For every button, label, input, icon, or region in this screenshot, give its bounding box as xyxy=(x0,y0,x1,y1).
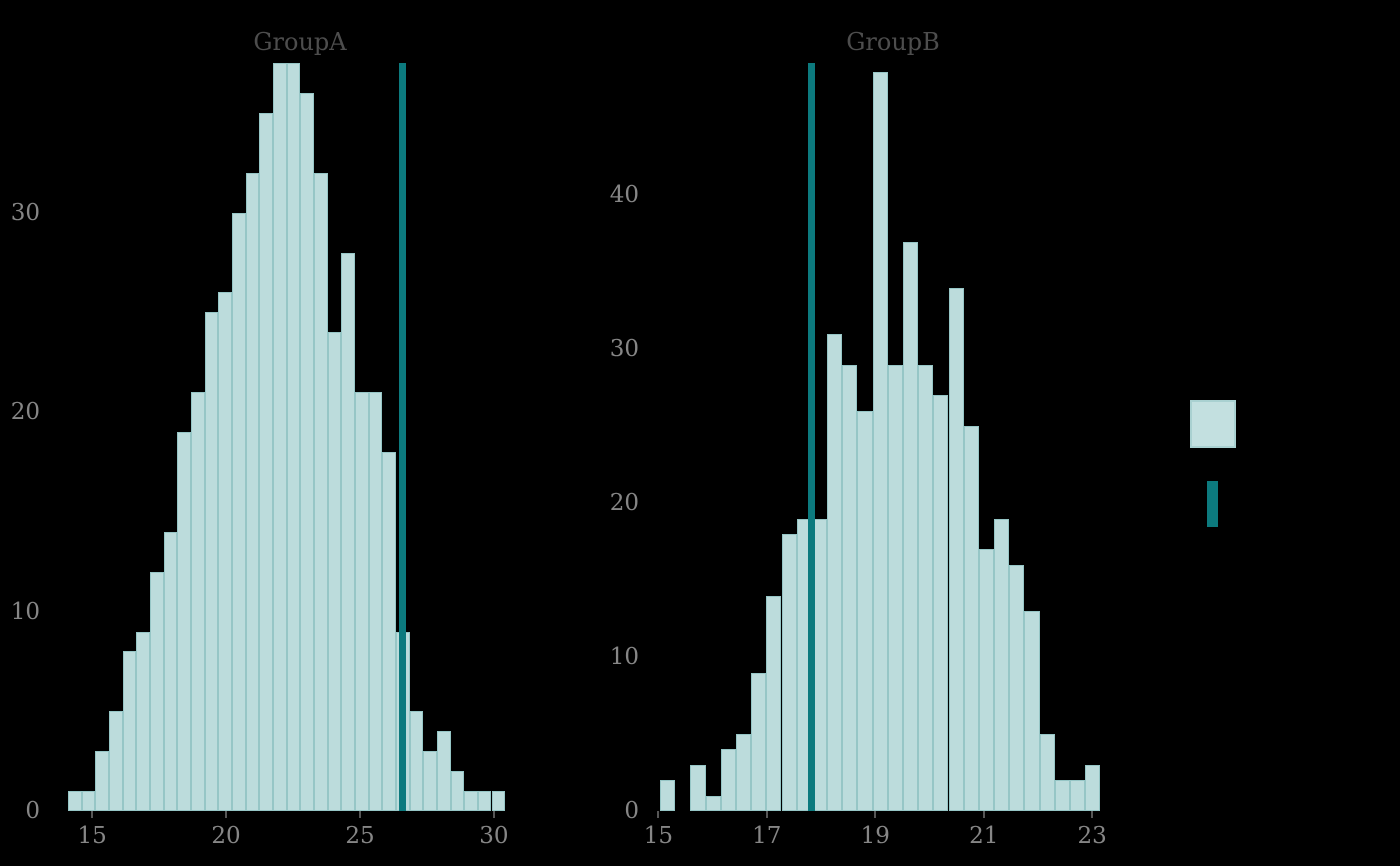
histogram-bar xyxy=(190,392,205,811)
histogram-bar xyxy=(354,392,369,811)
histogram-bar xyxy=(491,791,506,811)
x-axis-tick xyxy=(91,811,94,818)
x-axis-tick xyxy=(1091,811,1094,818)
histogram-bar xyxy=(766,595,782,811)
histogram-bar xyxy=(978,549,995,811)
histogram-bar xyxy=(477,791,492,811)
histogram-bar xyxy=(1085,764,1101,811)
histogram-bar xyxy=(95,751,109,811)
histogram-bar xyxy=(1039,734,1055,811)
histogram-bar xyxy=(109,711,123,811)
histogram-bar xyxy=(1054,780,1070,811)
histogram-bar xyxy=(300,92,314,811)
histogram-bar xyxy=(122,651,137,811)
histogram-bar xyxy=(963,426,979,811)
panel-a-title: GroupA xyxy=(253,28,347,56)
x-axis-tick-label: 19 xyxy=(860,823,890,849)
x-axis-tick xyxy=(359,811,361,818)
histogram-bar xyxy=(1024,610,1040,811)
x-axis-tick-label: 20 xyxy=(211,823,241,849)
histogram-bar xyxy=(436,731,451,811)
x-axis-tick xyxy=(225,811,227,818)
histogram-bar xyxy=(149,571,164,811)
histogram-bar xyxy=(136,631,150,811)
y-axis-tick-label: 30 xyxy=(10,199,40,226)
x-axis-tick xyxy=(982,811,985,818)
y-axis-tick-label: 0 xyxy=(624,798,639,824)
histogram-bar xyxy=(827,333,843,811)
histogram-bar xyxy=(68,791,82,811)
histogram-bar xyxy=(751,672,767,811)
observed-value-line xyxy=(399,63,407,811)
y-axis-tick-label: 10 xyxy=(609,644,639,671)
x-axis-tick-label: 21 xyxy=(969,823,999,849)
y-axis-tick-label: 10 xyxy=(10,598,40,625)
histogram-bar xyxy=(313,172,328,811)
y-axis-tick-label: 30 xyxy=(609,336,639,363)
histogram-bar xyxy=(948,287,964,811)
histogram-bar xyxy=(690,764,706,811)
observed-value-line xyxy=(808,63,816,811)
histogram-bar xyxy=(842,364,858,811)
histogram-bar xyxy=(368,392,383,811)
histogram-bar xyxy=(204,312,219,811)
histogram-bar xyxy=(903,241,919,811)
histogram-bar xyxy=(994,518,1010,811)
histogram-bar xyxy=(341,252,355,811)
histogram-bar xyxy=(705,795,721,811)
histogram-bar xyxy=(1070,780,1086,811)
histogram-bar xyxy=(918,364,934,811)
histogram-bar xyxy=(327,332,342,811)
histogram-bar xyxy=(887,364,903,811)
histogram-bar xyxy=(382,452,396,811)
histogram-bar xyxy=(857,410,873,811)
histogram-bar xyxy=(1009,564,1025,811)
histogram-bar xyxy=(423,751,437,811)
histogram-bar xyxy=(933,395,949,811)
y-axis-tick-label: 0 xyxy=(25,798,40,824)
histogram-bar xyxy=(660,780,676,811)
histogram-bar xyxy=(259,112,273,811)
histogram-bar xyxy=(177,432,191,811)
x-axis-tick-label: 25 xyxy=(345,823,375,849)
histogram-bar xyxy=(720,749,736,811)
histogram-bar xyxy=(218,292,232,811)
x-axis-tick-label: 15 xyxy=(643,823,674,849)
x-axis-tick-label: 15 xyxy=(77,823,107,849)
histogram-bar xyxy=(163,531,178,811)
x-axis-tick xyxy=(874,811,877,818)
legend-histogram-swatch xyxy=(1190,400,1236,448)
y-axis-tick-label: 20 xyxy=(609,490,639,517)
x-axis-tick xyxy=(657,811,660,818)
x-axis-tick xyxy=(765,811,768,818)
y-axis-tick-label: 40 xyxy=(609,182,639,209)
histogram-bar xyxy=(81,791,96,811)
histogram-bar xyxy=(272,63,287,811)
panel-b-title: GroupB xyxy=(846,28,940,56)
histogram-bar xyxy=(464,791,478,811)
histogram-bar xyxy=(245,172,260,811)
x-axis-tick-label: 17 xyxy=(752,823,782,849)
histogram-bar xyxy=(450,771,465,811)
x-axis-tick xyxy=(492,811,495,818)
x-axis-tick-label: 23 xyxy=(1077,823,1107,849)
legend xyxy=(1150,380,1400,600)
histogram-bar xyxy=(409,711,424,811)
histogram-bar xyxy=(872,72,888,811)
legend-observed-line-swatch xyxy=(1207,481,1218,527)
histogram-bar xyxy=(286,63,301,811)
x-axis-tick-label: 30 xyxy=(479,823,509,849)
histogram-bar xyxy=(781,534,797,811)
histogram-bar xyxy=(735,734,752,811)
y-axis-tick-label: 20 xyxy=(10,399,40,426)
histogram-bar xyxy=(231,212,246,811)
